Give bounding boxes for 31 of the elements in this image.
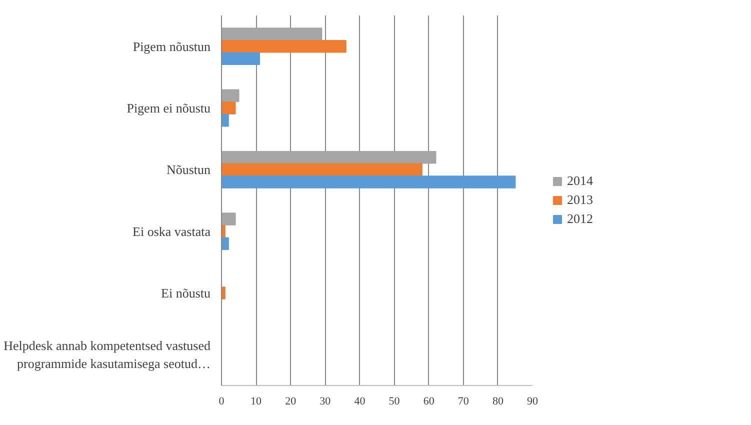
legend-label: 2012 [567, 211, 593, 227]
bar [222, 212, 236, 226]
y-tick-label: Helpdesk annab kompetentsed vastused programmide kasutamisega seotud… [4, 338, 211, 372]
bar [222, 52, 260, 66]
x-tick-label: 20 [285, 396, 297, 408]
x-tick-label: 70 [458, 396, 470, 408]
legend-label: 2014 [567, 173, 593, 189]
x-tick-label: 30 [320, 396, 332, 408]
x-tick-label: 50 [388, 396, 400, 408]
bar [222, 102, 236, 114]
bar [222, 40, 346, 53]
bar [222, 176, 516, 188]
y-tick-label: Ei nõustu [161, 286, 211, 300]
y-tick-label: Ei oska vastata [132, 224, 211, 239]
bar [222, 89, 240, 102]
bar [222, 28, 322, 40]
legend-label: 2013 [567, 192, 593, 208]
y-tick-label: Pigem nõustun [132, 38, 211, 54]
x-tick-label: 90 [527, 396, 538, 408]
x-tick-label: 60 [423, 396, 435, 408]
x-tick-label: 40 [354, 396, 366, 408]
x-tick-label: 80 [492, 396, 504, 408]
bar [222, 237, 229, 250]
bar [222, 286, 226, 300]
x-tick-label: 0 [218, 396, 225, 408]
y-tick-label: Nõustun [166, 162, 211, 178]
bar [222, 114, 229, 127]
y-tick-label: Pigem ei nõustu [126, 100, 211, 116]
bar [222, 163, 422, 176]
x-tick-label: 10 [250, 396, 262, 408]
bar [222, 150, 436, 164]
